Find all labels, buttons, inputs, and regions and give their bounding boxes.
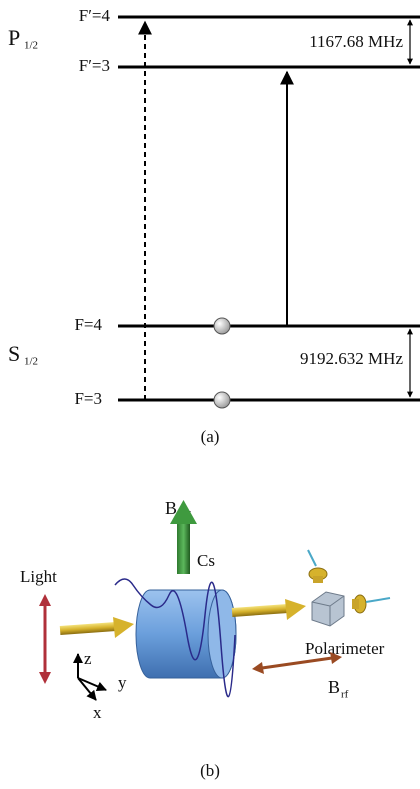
state-label: P — [8, 25, 20, 50]
figure: P 1/2 F′=4 F′=3 1167.68 MHz S 1/2 F=4 F=… — [0, 0, 420, 789]
field-arrow — [177, 522, 190, 574]
state-label: S — [8, 341, 20, 366]
level-label: F=3 — [74, 389, 102, 408]
axis-label: z — [84, 649, 92, 668]
population — [214, 318, 230, 334]
arrowhead — [39, 672, 51, 684]
beam-arrowhead — [285, 599, 306, 620]
axis-label: x — [93, 703, 102, 722]
light-label: Light — [20, 567, 57, 586]
state-subscript: 1/2 — [24, 356, 38, 368]
level-label: F′=4 — [79, 6, 111, 25]
polarizing-cube — [312, 592, 344, 626]
rf-field-arrow — [262, 658, 332, 668]
splitting-label: 9192.632 MHz — [300, 349, 403, 368]
detector-label: Polarimeter — [305, 639, 385, 658]
state-letter: S — [8, 341, 20, 366]
beam-arrowhead — [113, 617, 134, 638]
photodiode-body — [313, 576, 323, 583]
state-subscript: 1/2 — [24, 40, 38, 52]
arrowhead — [39, 594, 51, 606]
cell-label: Cs — [197, 551, 215, 570]
photodiode-lead — [366, 598, 390, 602]
arrowhead — [252, 662, 264, 674]
caption: (b) — [200, 761, 220, 780]
light-beam — [60, 622, 116, 635]
light-beam — [232, 604, 288, 617]
level-diagram: P 1/2 F′=4 F′=3 1167.68 MHz S 1/2 F=4 F=… — [8, 6, 420, 446]
caption: (a) — [201, 427, 220, 446]
field-subscript: rf — [341, 689, 349, 701]
setup-diagram: B off Cs Light Polarimeter B rf — [20, 498, 390, 780]
photodiode-lead — [308, 550, 316, 566]
axis-label: y — [118, 673, 127, 692]
splitting-label: 1167.68 MHz — [309, 32, 403, 51]
level-label: F′=3 — [79, 56, 110, 75]
photodiode-body — [352, 599, 359, 609]
field-label: B — [328, 677, 340, 697]
population — [214, 392, 230, 408]
state-letter: P — [8, 25, 20, 50]
level-label: F=4 — [74, 315, 102, 334]
